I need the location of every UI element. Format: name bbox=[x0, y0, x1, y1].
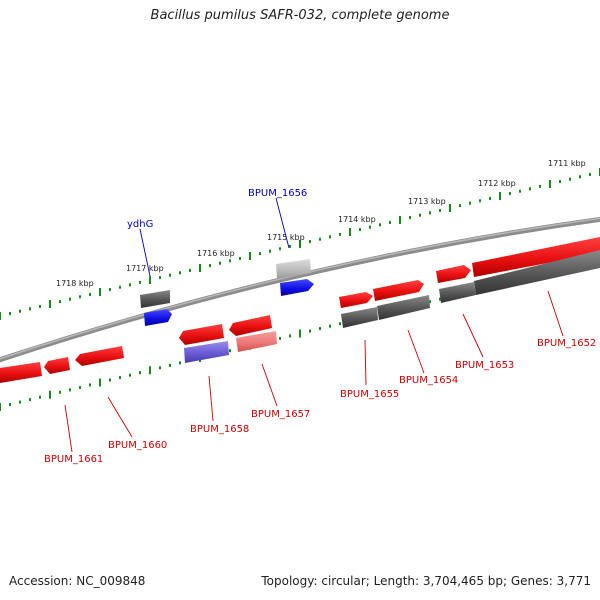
gene-label-bpum-1654: BPUM_1654 bbox=[399, 375, 458, 386]
gene-arrow-bpum-1656 bbox=[280, 279, 314, 296]
gene-label-bpum-1660: BPUM_1660 bbox=[108, 440, 167, 451]
gene-block-inner-gray-2 bbox=[439, 282, 476, 303]
gene-label-bpum-1652: BPUM_1652 bbox=[537, 338, 596, 349]
kbp-label-1714: 1714 kbp bbox=[338, 215, 376, 224]
gene-arrow-bpum-1654 bbox=[373, 280, 424, 301]
gene-arrow-bpum-1658 bbox=[179, 324, 224, 345]
gene-block-bpum-1657-light bbox=[236, 331, 277, 352]
gene-block-inner-gray-1 bbox=[474, 250, 600, 295]
kbp-label-1713: 1713 kbp bbox=[408, 197, 446, 206]
topology-text: Topology: circular; Length: 3,704,465 bp… bbox=[261, 574, 591, 588]
gene-arrow-bpum-1652 bbox=[472, 237, 600, 277]
gene-label-ydhG: ydhG bbox=[127, 219, 153, 230]
gene-arrow-bpum-1657 bbox=[229, 315, 272, 336]
gene-arrow-ydhG bbox=[144, 309, 172, 326]
gene-label-bpum-1661: BPUM_1661 bbox=[44, 454, 103, 465]
gene-label-bpum-1658: BPUM_1658 bbox=[190, 424, 249, 435]
gene-block-bpum-1658-purple bbox=[184, 341, 229, 363]
gene-block-inner-gray-4 bbox=[341, 307, 378, 328]
gene-block-inner-gray-3 bbox=[377, 295, 430, 320]
accession-text: Accession: NC_009848 bbox=[9, 574, 146, 588]
kbp-label-1716: 1716 kbp bbox=[197, 249, 235, 258]
kbp-label-1711: 1711 kbp bbox=[548, 159, 586, 168]
gene-arrow-bpum-1653 bbox=[436, 265, 471, 283]
gene-block-ydhG-gray bbox=[140, 290, 170, 308]
gene-label-bpum-1653: BPUM_1653 bbox=[455, 360, 514, 371]
genome-backbone bbox=[0, 216, 600, 363]
gene-arrow-bpum-1655 bbox=[339, 292, 373, 308]
outer-tick-row bbox=[0, 168, 600, 320]
gene-label-bpum-1656: BPUM_1656 bbox=[248, 188, 307, 199]
label-leader-lines bbox=[64, 197, 564, 453]
gene-label-bpum-1657: BPUM_1657 bbox=[251, 409, 310, 420]
kbp-label-1717: 1717 kbp bbox=[126, 264, 164, 273]
kbp-label-1712: 1712 kbp bbox=[478, 179, 516, 188]
map-title: Bacillus pumilus SAFR-032, complete geno… bbox=[150, 8, 450, 23]
gene-block-bpum-1656-light bbox=[276, 259, 311, 279]
gene-label-bpum-1655: BPUM_1655 bbox=[340, 389, 399, 400]
gene-arrow-bpum-1660 bbox=[75, 346, 124, 366]
gene-arrow-bpum-1661 bbox=[44, 357, 70, 374]
kbp-label-1718: 1718 kbp bbox=[56, 279, 94, 288]
gene-arrow-left-edge bbox=[0, 362, 42, 383]
